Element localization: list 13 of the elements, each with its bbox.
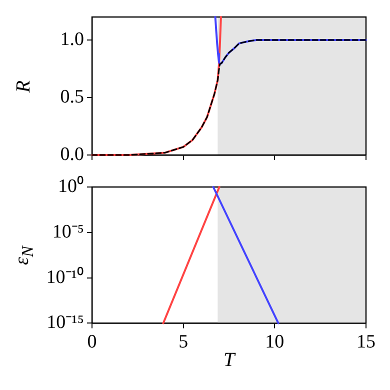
y-axis-title: R [12, 80, 36, 92]
x-axis-title: T [224, 349, 235, 372]
y-tick-label: 0.5 [60, 86, 84, 108]
y-tick-label: 1.0 [60, 28, 84, 50]
y-tick-label: 10⁻¹⁵ [46, 312, 84, 334]
y-tick-label: 0.0 [60, 144, 84, 165]
x-tick-label: 5 [178, 332, 188, 353]
x-tick-label: 10 [265, 332, 284, 353]
y-tick-label: 10⁻¹⁰ [46, 266, 84, 288]
y-tick-label: 10⁰ [58, 174, 84, 197]
y-tick-label: 10⁻⁵ [52, 221, 84, 242]
x-tick-label: 15 [356, 332, 376, 353]
x-tick-label: 0 [87, 332, 97, 353]
